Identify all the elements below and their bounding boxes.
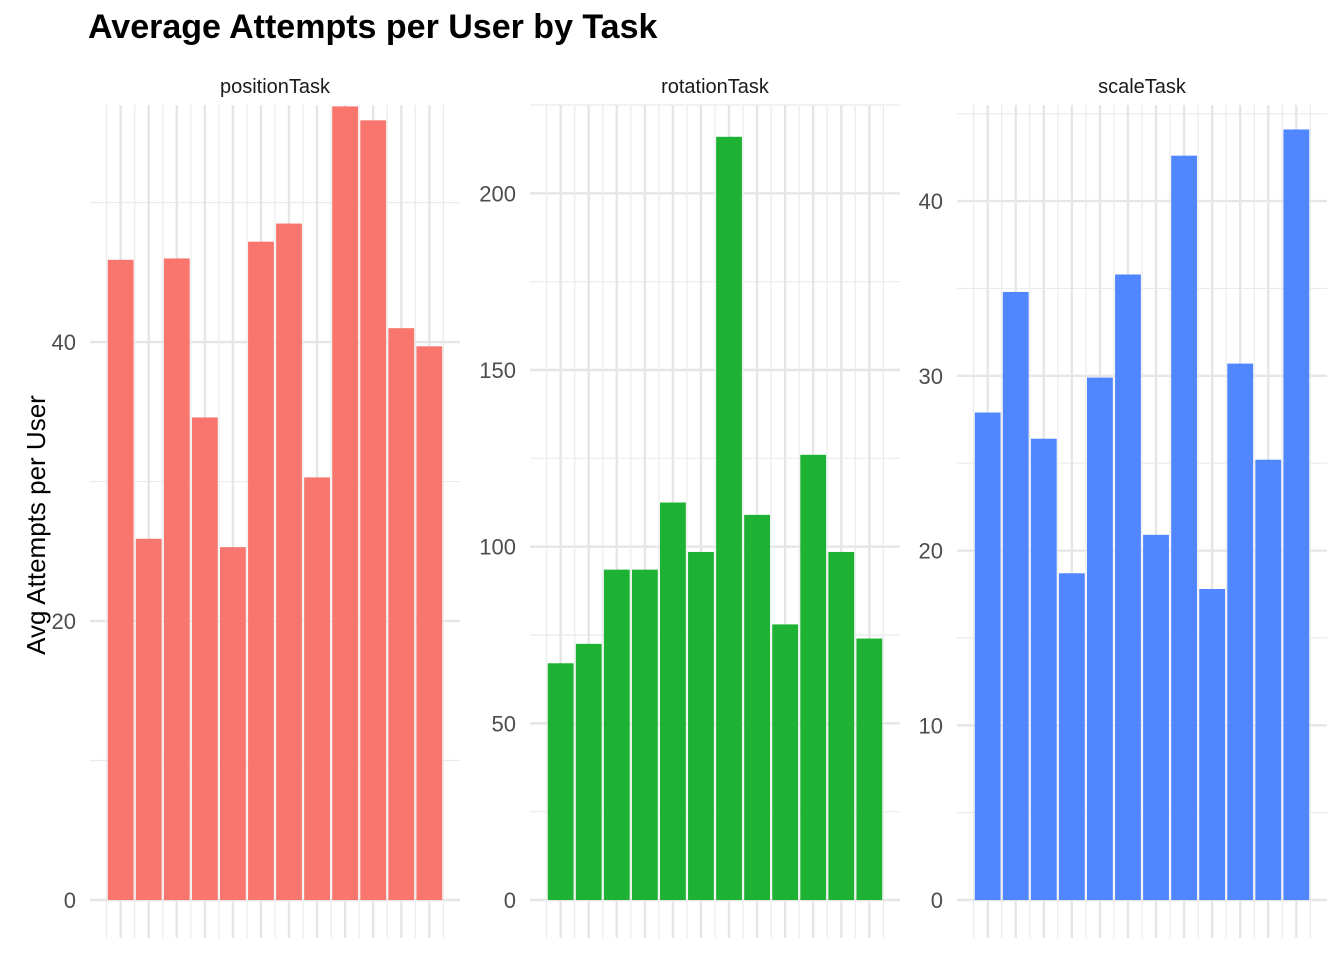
bar (276, 223, 302, 901)
bar (828, 551, 855, 900)
bar (856, 638, 883, 900)
bar (332, 106, 359, 901)
panel-positionTask: 0 20 40 positionTask (52, 76, 460, 938)
bar (388, 328, 415, 900)
bar (1171, 155, 1197, 900)
y-tick-label: 0 (64, 888, 76, 913)
y-tick-label: 150 (479, 358, 516, 383)
bar (974, 412, 1001, 900)
y-tick-label: 40 (919, 189, 943, 214)
bar (547, 663, 574, 900)
chart-title: Average Attempts per User by Task (88, 8, 658, 46)
y-tick-label: 20 (52, 609, 76, 634)
bar (1087, 377, 1113, 901)
bar (575, 643, 602, 900)
y-tick-label: 200 (479, 181, 516, 206)
y-tick-label: 30 (919, 364, 943, 389)
bar (772, 624, 799, 900)
bar (135, 538, 162, 900)
bar (248, 241, 274, 900)
bar (631, 569, 658, 900)
bar (744, 514, 770, 900)
panel-scaleTask: 0 10 20 30 40 scaleTask (919, 76, 1327, 938)
bar (1199, 588, 1226, 900)
bar (191, 417, 218, 900)
panels: 02040positionTask050100150200rotationTas… (52, 76, 1327, 938)
y-tick-label: 0 (931, 888, 943, 913)
bar (1030, 438, 1057, 900)
bar (688, 551, 714, 900)
bar (1058, 573, 1085, 900)
y-tick-label: 20 (919, 539, 943, 564)
y-tick-label: 40 (52, 330, 76, 355)
y-axis-title: Avg Attempts per User (21, 395, 51, 655)
bar (220, 547, 246, 900)
y-tick-label: 100 (479, 535, 516, 560)
bar (1115, 274, 1141, 900)
bar (304, 477, 330, 900)
bar (360, 120, 387, 900)
panel-strip-label: rotationTask (661, 76, 770, 98)
bar (800, 454, 827, 900)
bar (163, 258, 190, 901)
bar (1283, 129, 1310, 900)
y-tick-label: 0 (504, 888, 516, 913)
bar (1227, 363, 1254, 901)
bar (1143, 534, 1169, 900)
bar (716, 136, 742, 901)
panel-strip-label: scaleTask (1098, 76, 1187, 98)
panel-rotationTask: 0 50 100 150 200 rotationTask (479, 76, 900, 938)
y-tick-label: 10 (919, 713, 943, 738)
bar (660, 502, 686, 900)
y-tick-label: 50 (492, 711, 516, 736)
bar (107, 259, 134, 900)
bar (416, 346, 443, 901)
bar (603, 569, 630, 900)
bar (1002, 291, 1029, 900)
bar (1255, 459, 1282, 900)
panel-strip-label: positionTask (220, 76, 331, 98)
